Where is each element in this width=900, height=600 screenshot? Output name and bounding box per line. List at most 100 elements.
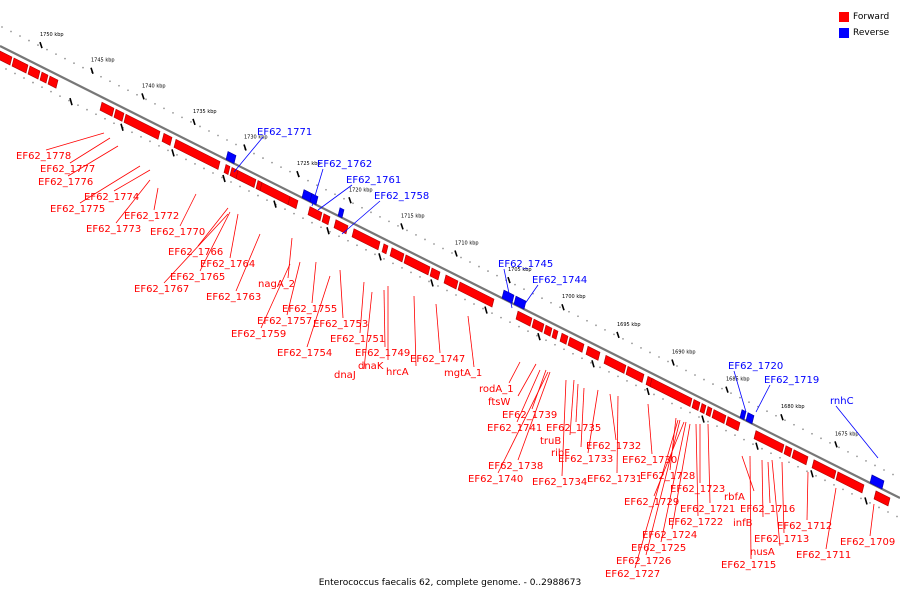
forward-feature — [381, 243, 389, 255]
gene-label-forward: EF62_1732 — [586, 441, 641, 452]
gene-label-forward: nusA — [750, 547, 775, 558]
reverse-feature — [513, 295, 527, 310]
legend-forward-label: Forward — [853, 12, 890, 22]
gene-label-forward: EF62_1766 — [168, 247, 223, 258]
gene-label-forward: EF62_1749 — [355, 348, 410, 359]
inner-tick-mark — [378, 253, 382, 261]
forward-feature — [457, 281, 495, 308]
leader-line — [755, 384, 771, 413]
gene-label-forward: EF62_1774 — [84, 192, 139, 203]
inner-tick-mark — [69, 97, 73, 106]
tick-mark — [454, 250, 458, 257]
leader-line — [306, 275, 331, 348]
leader-line — [671, 423, 691, 530]
forward-feature — [47, 75, 59, 89]
gene-label-forward: EF62_1757 — [257, 316, 312, 327]
leader-line — [669, 417, 677, 471]
forward-feature — [543, 324, 553, 337]
leader-line — [153, 187, 159, 211]
leader-line — [749, 455, 752, 560]
inner-tick-mark — [222, 174, 226, 183]
tick-mark — [561, 303, 565, 311]
leader-line — [587, 389, 599, 454]
tick-mark — [671, 359, 675, 366]
tick-mark — [141, 93, 145, 100]
gene-label-forward: EF62_1724 — [642, 530, 697, 541]
leader-line — [806, 471, 809, 521]
forward-feature — [403, 254, 431, 276]
gene-label-forward: EF62_1765 — [170, 272, 225, 283]
leader-line — [508, 361, 521, 384]
inner-tick-mark — [701, 415, 705, 423]
leader-line — [383, 289, 386, 348]
reverse-feature — [745, 412, 755, 425]
forward-feature — [39, 71, 49, 84]
gene-label-forward: EF62_1738 — [488, 461, 543, 472]
leader-line — [113, 169, 151, 192]
forward-feature — [287, 196, 299, 210]
forward-feature — [551, 328, 559, 340]
leader-line — [825, 487, 837, 550]
gene-label-forward: EF62_1726 — [616, 556, 671, 567]
gene-label-forward: EF62_1770 — [150, 227, 205, 238]
forward-swatch — [839, 12, 849, 22]
gene-label-forward: EF62_1723 — [670, 484, 725, 495]
tick-label: 1730 kbp — [244, 135, 268, 141]
inner-tick-mark — [273, 200, 277, 208]
inner-tick-mark — [430, 279, 434, 287]
forward-feature — [429, 267, 441, 281]
gene-label-forward: EF62_1734 — [532, 477, 587, 488]
leader-line — [363, 291, 373, 370]
forward-feature — [625, 365, 645, 383]
leader-line — [435, 303, 441, 354]
tick-label: 1745 kbp — [91, 58, 115, 64]
leader-line — [503, 268, 513, 309]
tick-label: 1695 kbp — [617, 322, 641, 328]
genome-backbone — [0, 45, 900, 499]
leader-line — [341, 200, 381, 235]
gene-label-forward: EF62_1741 — [487, 423, 542, 434]
gene-label-forward: truB — [540, 436, 561, 447]
gene-label-forward: EF62_1740 — [468, 474, 523, 485]
tick-label: 1685 kbp — [726, 377, 750, 383]
leader-line — [767, 461, 771, 504]
tick-mark — [507, 276, 511, 284]
gene-label-reverse: EF62_1720 — [728, 361, 783, 372]
inner-tick-mark — [864, 497, 868, 505]
tick-mark — [834, 441, 838, 448]
leader-line — [653, 421, 685, 497]
genome-caption: Enterococcus faecalis 62, complete genom… — [318, 578, 582, 588]
gene-label-forward: EF62_1727 — [605, 569, 660, 580]
tick-label: 1740 kbp — [142, 83, 166, 89]
gene-label-forward: EF62_1711 — [796, 550, 851, 561]
gene-label-forward: EF62_1735 — [546, 423, 601, 434]
forward-feature — [333, 219, 349, 235]
leader-line — [660, 421, 687, 543]
tick-label: 1715 kbp — [401, 213, 425, 219]
forward-feature — [699, 403, 707, 415]
tick-mark — [192, 118, 196, 126]
leader-line — [197, 207, 229, 247]
inner-tick-mark — [591, 360, 595, 368]
leader-line — [580, 387, 585, 448]
reverse-feature — [337, 207, 345, 219]
inner-tick-mark — [120, 123, 124, 131]
reverse-feature — [869, 474, 885, 490]
forward-feature — [691, 399, 701, 411]
forward-feature — [307, 206, 323, 222]
leader-line — [707, 423, 711, 504]
inner-tick-mark — [646, 387, 650, 396]
gene-label-forward: EF62_1712 — [777, 521, 832, 532]
leader-line — [260, 263, 291, 329]
leader-line — [69, 137, 111, 164]
gene-label-forward: EF62_1715 — [721, 560, 776, 571]
forward-feature — [873, 490, 891, 507]
gene-label-forward: EF62_1731 — [587, 474, 642, 485]
inner-tick-mark — [484, 306, 488, 314]
gene-label-forward: EF62_1730 — [622, 455, 677, 466]
leader-line — [163, 213, 229, 284]
leader-line — [199, 211, 231, 272]
leader-line — [516, 369, 541, 423]
forward-feature — [559, 332, 569, 345]
inner-tick-mark — [326, 227, 330, 235]
